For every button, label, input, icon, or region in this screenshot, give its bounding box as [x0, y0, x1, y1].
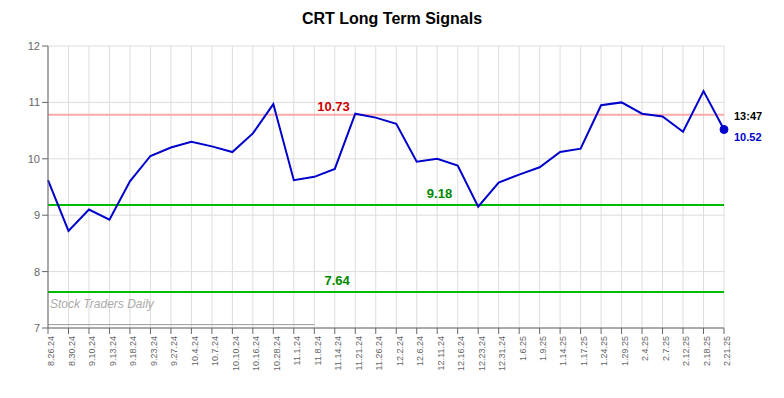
svg-text:1.24.25: 1.24.25 [599, 336, 609, 366]
svg-text:12.31.24: 12.31.24 [497, 336, 507, 371]
svg-text:8: 8 [34, 266, 40, 278]
svg-text:11.1.24: 11.1.24 [292, 336, 302, 365]
svg-text:11.21.24: 11.21.24 [354, 336, 364, 370]
svg-text:11.14.24: 11.14.24 [333, 336, 343, 370]
svg-text:13:47: 13:47 [734, 110, 762, 122]
svg-text:1.9.25: 1.9.25 [538, 336, 548, 361]
svg-text:2.12.25: 2.12.25 [681, 336, 691, 366]
html-text:CRT Long Term Signals: CRT Long Term Signals [301, 10, 483, 27]
svg-text:1.6.25: 1.6.25 [518, 336, 528, 361]
svg-text:11.8.24: 11.8.24 [313, 336, 323, 365]
svg-text:12.6.24: 12.6.24 [415, 336, 425, 366]
svg-text:9.27.24: 9.27.24 [169, 336, 179, 366]
svg-text:12.16.24: 12.16.24 [456, 336, 466, 371]
svg-text:9.18.24: 9.18.24 [128, 336, 138, 366]
svg-text:10.10.24: 10.10.24 [231, 336, 241, 371]
svg-text:12.11.24: 12.11.24 [436, 336, 446, 370]
svg-text:9.13.24: 9.13.24 [108, 336, 118, 366]
svg-text:1.17.25: 1.17.25 [579, 336, 589, 366]
svg-text:12: 12 [28, 40, 40, 52]
svg-text:11.26.24: 11.26.24 [374, 336, 384, 370]
svg-text:Stock Traders Daily: Stock Traders Daily [50, 297, 155, 311]
svg-text:9.10.24: 9.10.24 [87, 336, 97, 366]
svg-text:8.26.24: 8.26.24 [46, 336, 56, 366]
svg-text:10.52: 10.52 [734, 131, 762, 143]
svg-text:10.7.24: 10.7.24 [210, 336, 220, 366]
svg-text:10: 10 [28, 153, 40, 165]
svg-text:10.73: 10.73 [317, 99, 350, 114]
svg-text:12.23.24: 12.23.24 [477, 336, 487, 371]
svg-text:7: 7 [34, 322, 40, 334]
svg-text:10.4.24: 10.4.24 [190, 336, 200, 366]
svg-text:2.21.25: 2.21.25 [722, 336, 732, 366]
svg-text:12.2.24: 12.2.24 [395, 336, 405, 366]
svg-text:11: 11 [29, 96, 40, 108]
svg-text:1.29.25: 1.29.25 [620, 336, 630, 366]
svg-text:9.18: 9.18 [427, 186, 452, 201]
svg-text:7.64: 7.64 [324, 273, 350, 288]
svg-text:8.30.24: 8.30.24 [67, 336, 77, 366]
svg-text:10.16.24: 10.16.24 [251, 336, 261, 371]
svg-text:1.14.25: 1.14.25 [559, 336, 569, 366]
svg-text:9.23.24: 9.23.24 [149, 336, 159, 366]
svg-text:9: 9 [34, 209, 40, 221]
svg-text:2.4.25: 2.4.25 [640, 336, 650, 361]
svg-text:2.18.25: 2.18.25 [702, 336, 712, 366]
svg-text:10.28.24: 10.28.24 [272, 336, 282, 371]
svg-text:2.7.25: 2.7.25 [661, 336, 671, 361]
